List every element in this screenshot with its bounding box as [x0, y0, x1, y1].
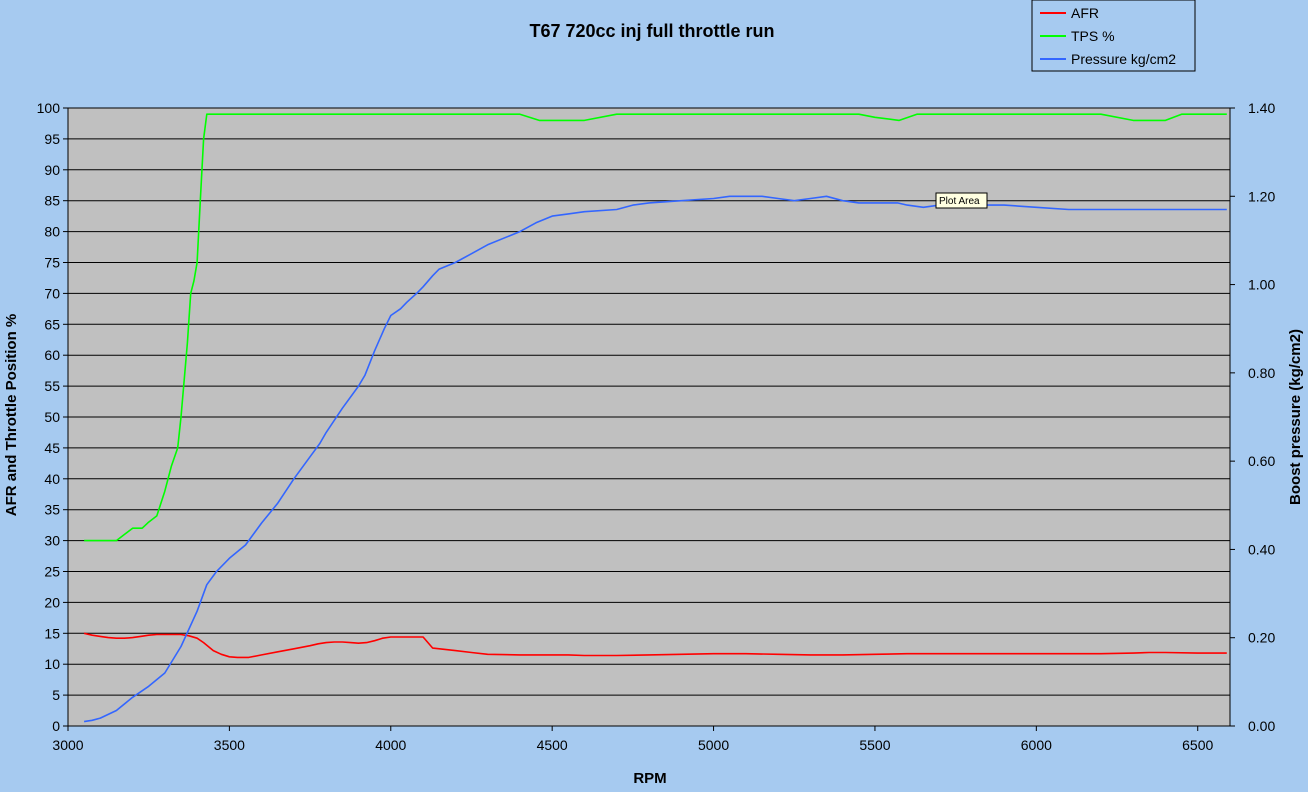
y-tick-label-65: 65 — [44, 316, 60, 332]
y-tick-label-40: 40 — [44, 471, 60, 487]
x-tick-label-4500: 4500 — [537, 737, 568, 753]
y-tick-label-100: 100 — [37, 100, 61, 116]
x-tick-label-3000: 3000 — [52, 737, 83, 753]
y-tick-label-35: 35 — [44, 502, 60, 518]
y-tick-label-10: 10 — [44, 656, 60, 672]
y2-tick-label-1.00: 1.00 — [1248, 277, 1275, 293]
y-axis-label: AFR and Throttle Position % — [3, 314, 20, 517]
y-tick-label-85: 85 — [44, 193, 60, 209]
x-tick-label-4000: 4000 — [375, 737, 406, 753]
y2-tick-label-0.40: 0.40 — [1248, 541, 1275, 557]
x-tick-label-6500: 6500 — [1182, 737, 1213, 753]
chart-title: T67 720cc inj full throttle run — [529, 21, 774, 41]
y-tick-label-75: 75 — [44, 255, 60, 271]
x-tick-label-5500: 5500 — [859, 737, 890, 753]
y-tick-label-50: 50 — [44, 409, 60, 425]
y2-tick-label-0.00: 0.00 — [1248, 718, 1275, 734]
x-tick-label-6000: 6000 — [1021, 737, 1052, 753]
y2-tick-label-1.40: 1.40 — [1248, 100, 1275, 116]
legend[interactable]: AFR TPS % Pressure kg/cm2 — [1031, 0, 1196, 72]
legend-label-afr: AFR — [1071, 5, 1099, 21]
y-tick-label-90: 90 — [44, 162, 60, 178]
series-line-afr[interactable] — [83, 632, 1227, 659]
tooltip-box — [935, 192, 988, 209]
y2-tick-label-1.20: 1.20 — [1248, 188, 1275, 204]
y-tick-label-25: 25 — [44, 564, 60, 580]
y-tick-label-20: 20 — [44, 594, 60, 610]
x-tick-label-5000: 5000 — [698, 737, 729, 753]
series-layer — [83, 113, 1227, 723]
y2-tick-label-0.60: 0.60 — [1248, 453, 1275, 469]
y-tick-label-30: 30 — [44, 533, 60, 549]
y-tick-label-45: 45 — [44, 440, 60, 456]
y2-tick-label-0.80: 0.80 — [1248, 365, 1275, 381]
y-tick-label-55: 55 — [44, 378, 60, 394]
series-line-pressure[interactable] — [83, 195, 1227, 723]
x-tick-label-3500: 3500 — [214, 737, 245, 753]
gridlines — [68, 107, 1230, 696]
y-tick-label-60: 60 — [44, 347, 60, 363]
y-tick-label-15: 15 — [44, 625, 60, 641]
legend-label-tps: TPS % — [1071, 28, 1115, 44]
y-tick-label-95: 95 — [44, 131, 60, 147]
y2-tick-label-0.20: 0.20 — [1248, 630, 1275, 646]
series-line-tps[interactable] — [84, 113, 1227, 542]
y-tick-label-80: 80 — [44, 224, 60, 240]
plot-area-tooltip: Plot Area — [935, 192, 988, 209]
tooltip-text: Plot Area — [939, 196, 980, 207]
y-tick-label-5: 5 — [52, 687, 60, 703]
x-axis-label: RPM — [633, 770, 666, 787]
y-tick-label-0: 0 — [52, 718, 60, 734]
y2-axis-label: Boost pressure (kg/cm2) — [1287, 329, 1304, 505]
tick-layer: 0 5 10 15 20 25 30 35 40 45 50 55 60 65 70 75 80 85 90 95 10… — [37, 100, 1276, 753]
legend-label-pressure: Pressure kg/cm2 — [1071, 51, 1176, 67]
y-tick-label-70: 70 — [44, 285, 60, 301]
